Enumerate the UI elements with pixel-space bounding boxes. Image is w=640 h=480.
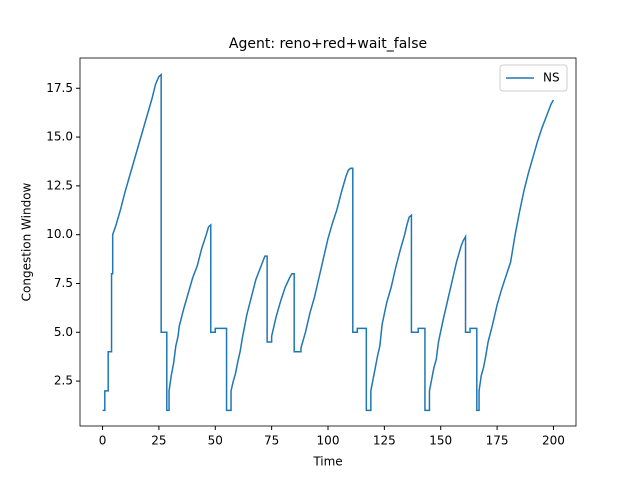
x-tick-label: 150 [429, 434, 452, 448]
y-tick-label: 12.5 [46, 178, 73, 192]
series-line [102, 72, 555, 412]
y-tick-label: 7.5 [54, 276, 73, 290]
y-tick-label: 17.5 [46, 81, 73, 95]
x-tick-label: 50 [208, 434, 223, 448]
y-tick-label: 10.0 [46, 227, 73, 241]
plot-frame [79, 57, 577, 427]
y-tick-label: 15.0 [46, 130, 73, 144]
chart-title: Agent: reno+red+wait_false [229, 36, 427, 52]
x-tick-label: 200 [542, 434, 565, 448]
y-tick-label: 2.5 [54, 374, 73, 388]
x-tick-label: 25 [151, 434, 166, 448]
x-axis-label: Time [312, 455, 342, 469]
x-tick-label: 100 [317, 434, 340, 448]
legend-label: NS [543, 71, 560, 85]
y-tick-label: 5.0 [54, 325, 73, 339]
x-tick-label: 125 [373, 434, 396, 448]
x-tick-label: 75 [264, 434, 279, 448]
y-axis-label: Congestion Window [20, 182, 34, 301]
x-tick-label: 175 [486, 434, 509, 448]
x-tick-label: 0 [99, 434, 107, 448]
